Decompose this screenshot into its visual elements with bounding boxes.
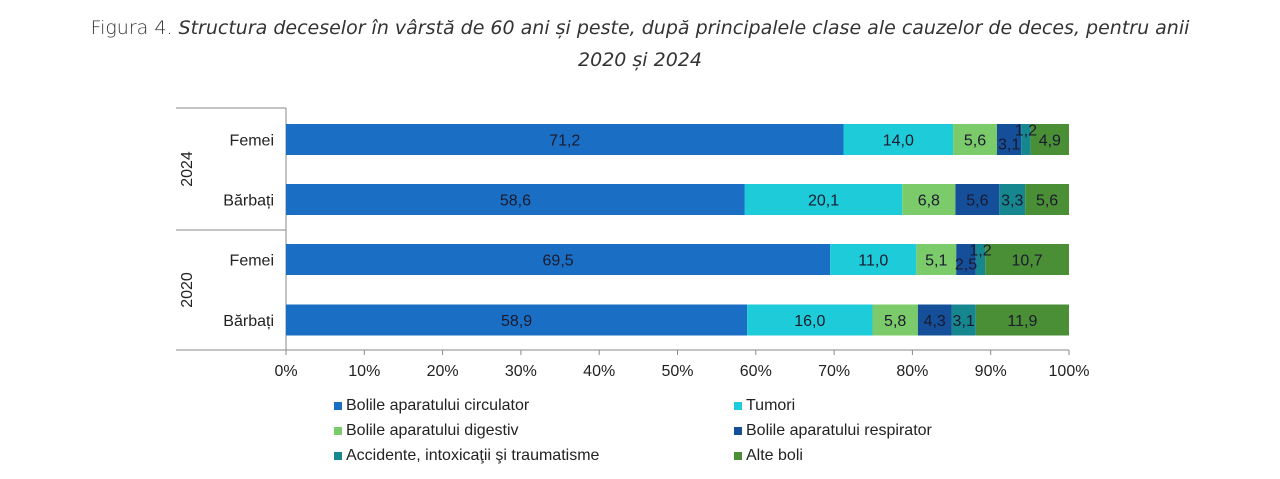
bar-segment (286, 304, 748, 336)
legend-label: Alte boli (746, 447, 803, 464)
bar-segment (902, 184, 956, 215)
x-tick-label: 60% (740, 363, 772, 380)
data-label: 11,9 (1007, 313, 1037, 330)
data-label: 5,6 (966, 193, 988, 210)
bar-segment (917, 304, 952, 336)
x-tick-label: 80% (896, 363, 928, 380)
data-label: 3,1 (953, 313, 975, 330)
legend-swatch (334, 402, 342, 410)
legend-item: Bolile aparatului digestiv (334, 422, 519, 440)
legend-label: Bolile aparatului circulator (346, 397, 530, 414)
legend-item: Bolile aparatului circulator (334, 397, 529, 415)
category-label: Bărbați (223, 193, 274, 210)
data-label: 20,1 (808, 193, 839, 210)
x-tick-label: 30% (505, 363, 537, 380)
legend-item: Bolile aparatului respirator (734, 422, 932, 440)
figure-title-line2: 2020 și 2024 (578, 49, 702, 71)
bars (286, 124, 1069, 336)
bar-segment (747, 304, 873, 336)
data-label: 5,8 (884, 313, 906, 330)
x-tick-label: 90% (975, 363, 1007, 380)
figure-title-line1: Structura deceselor în vârstă de 60 ani … (178, 17, 1190, 39)
data-label: 14,0 (883, 133, 914, 150)
group-label: 2020 (179, 272, 196, 308)
category-label: Femei (230, 253, 274, 270)
legend-label: Accidente, intoxicaţii şi traumatisme (346, 447, 600, 464)
bar-segment (744, 184, 903, 215)
legend-label: Bolile aparatului digestiv (346, 422, 519, 439)
bar-segment (955, 184, 1000, 215)
data-label: 3,3 (1001, 193, 1023, 210)
legend-item: Tumori (734, 397, 795, 415)
data-labels: 71,2 14,0 5,6 3,11,24,958,6 20,1 6,8 5,6 3,3 5,6… (500, 123, 1061, 331)
bar-segment (830, 244, 917, 275)
legend-label: Tumori (746, 397, 796, 414)
x-tick-label: 100% (1049, 363, 1090, 380)
category-label: Femei (230, 133, 274, 150)
category-label: Bărbați (223, 313, 274, 330)
bar-segment (975, 304, 1069, 336)
figure-number: Figura 4. (90, 17, 173, 39)
x-tick-label: 70% (818, 363, 850, 380)
bar-segment (953, 124, 997, 155)
bar-segment (985, 244, 1069, 275)
bar-segment (286, 124, 844, 155)
legend-swatch (734, 402, 742, 410)
x-tick-label: 0% (274, 363, 297, 380)
data-label: 4,3 (924, 313, 946, 330)
data-label: 69,5 (543, 253, 574, 270)
bar-segment (872, 304, 918, 336)
data-label: 6,8 (918, 193, 940, 210)
x-axis-ticks: 0% 10% 20% 30% 40% 50% 60% 70% 80% 90% 100% (274, 350, 1089, 380)
data-label: 5,1 (925, 253, 947, 270)
legend-swatch (734, 452, 742, 460)
data-label: 71,2 (549, 133, 580, 150)
x-tick-label: 50% (661, 363, 693, 380)
bar-segment (975, 244, 986, 275)
legend-item: Accidente, intoxicaţii şi traumatisme (334, 447, 599, 465)
group-label: 2024 (179, 151, 196, 187)
legend-swatch (334, 427, 342, 435)
data-label: 58,6 (500, 193, 531, 210)
x-tick-label: 20% (427, 363, 459, 380)
bar-segment (956, 244, 976, 275)
data-label: 1,2 (969, 243, 991, 260)
y-axis-labels: Femei Bărbați Femei Bărbați 2024 2020 (179, 133, 274, 331)
bar-segment (843, 124, 954, 155)
bar-segment (996, 124, 1022, 155)
bar-segment (1030, 124, 1069, 155)
data-label: 1,2 (1015, 123, 1037, 140)
x-tick-label: 40% (583, 363, 615, 380)
bar-segment (1021, 124, 1031, 155)
legend-label: Bolile aparatului respirator (746, 422, 932, 439)
data-label: 10,7 (1012, 253, 1043, 270)
bar-segment (951, 304, 976, 336)
bar-segment (916, 244, 957, 275)
data-label: 5,6 (964, 133, 986, 150)
data-label: 5,6 (1036, 193, 1058, 210)
data-label: 3,1 (998, 137, 1020, 154)
data-label: 4,9 (1039, 133, 1061, 150)
data-label: 2,5 (955, 257, 977, 274)
bar-segment (999, 184, 1026, 215)
data-label: 58,9 (501, 313, 532, 330)
legend-swatch (334, 452, 342, 460)
bar-segment (286, 244, 831, 275)
x-tick-label: 10% (348, 363, 380, 380)
bar-segment (1025, 184, 1069, 215)
data-label: 16,0 (794, 313, 825, 330)
data-label: 11,0 (858, 253, 888, 270)
figure-title: Figura 4. Structura deceselor în vârstă … (0, 12, 1280, 76)
legend-item: Alte boli (734, 447, 803, 465)
bar-segment (286, 184, 745, 215)
legend-swatch (734, 427, 742, 435)
